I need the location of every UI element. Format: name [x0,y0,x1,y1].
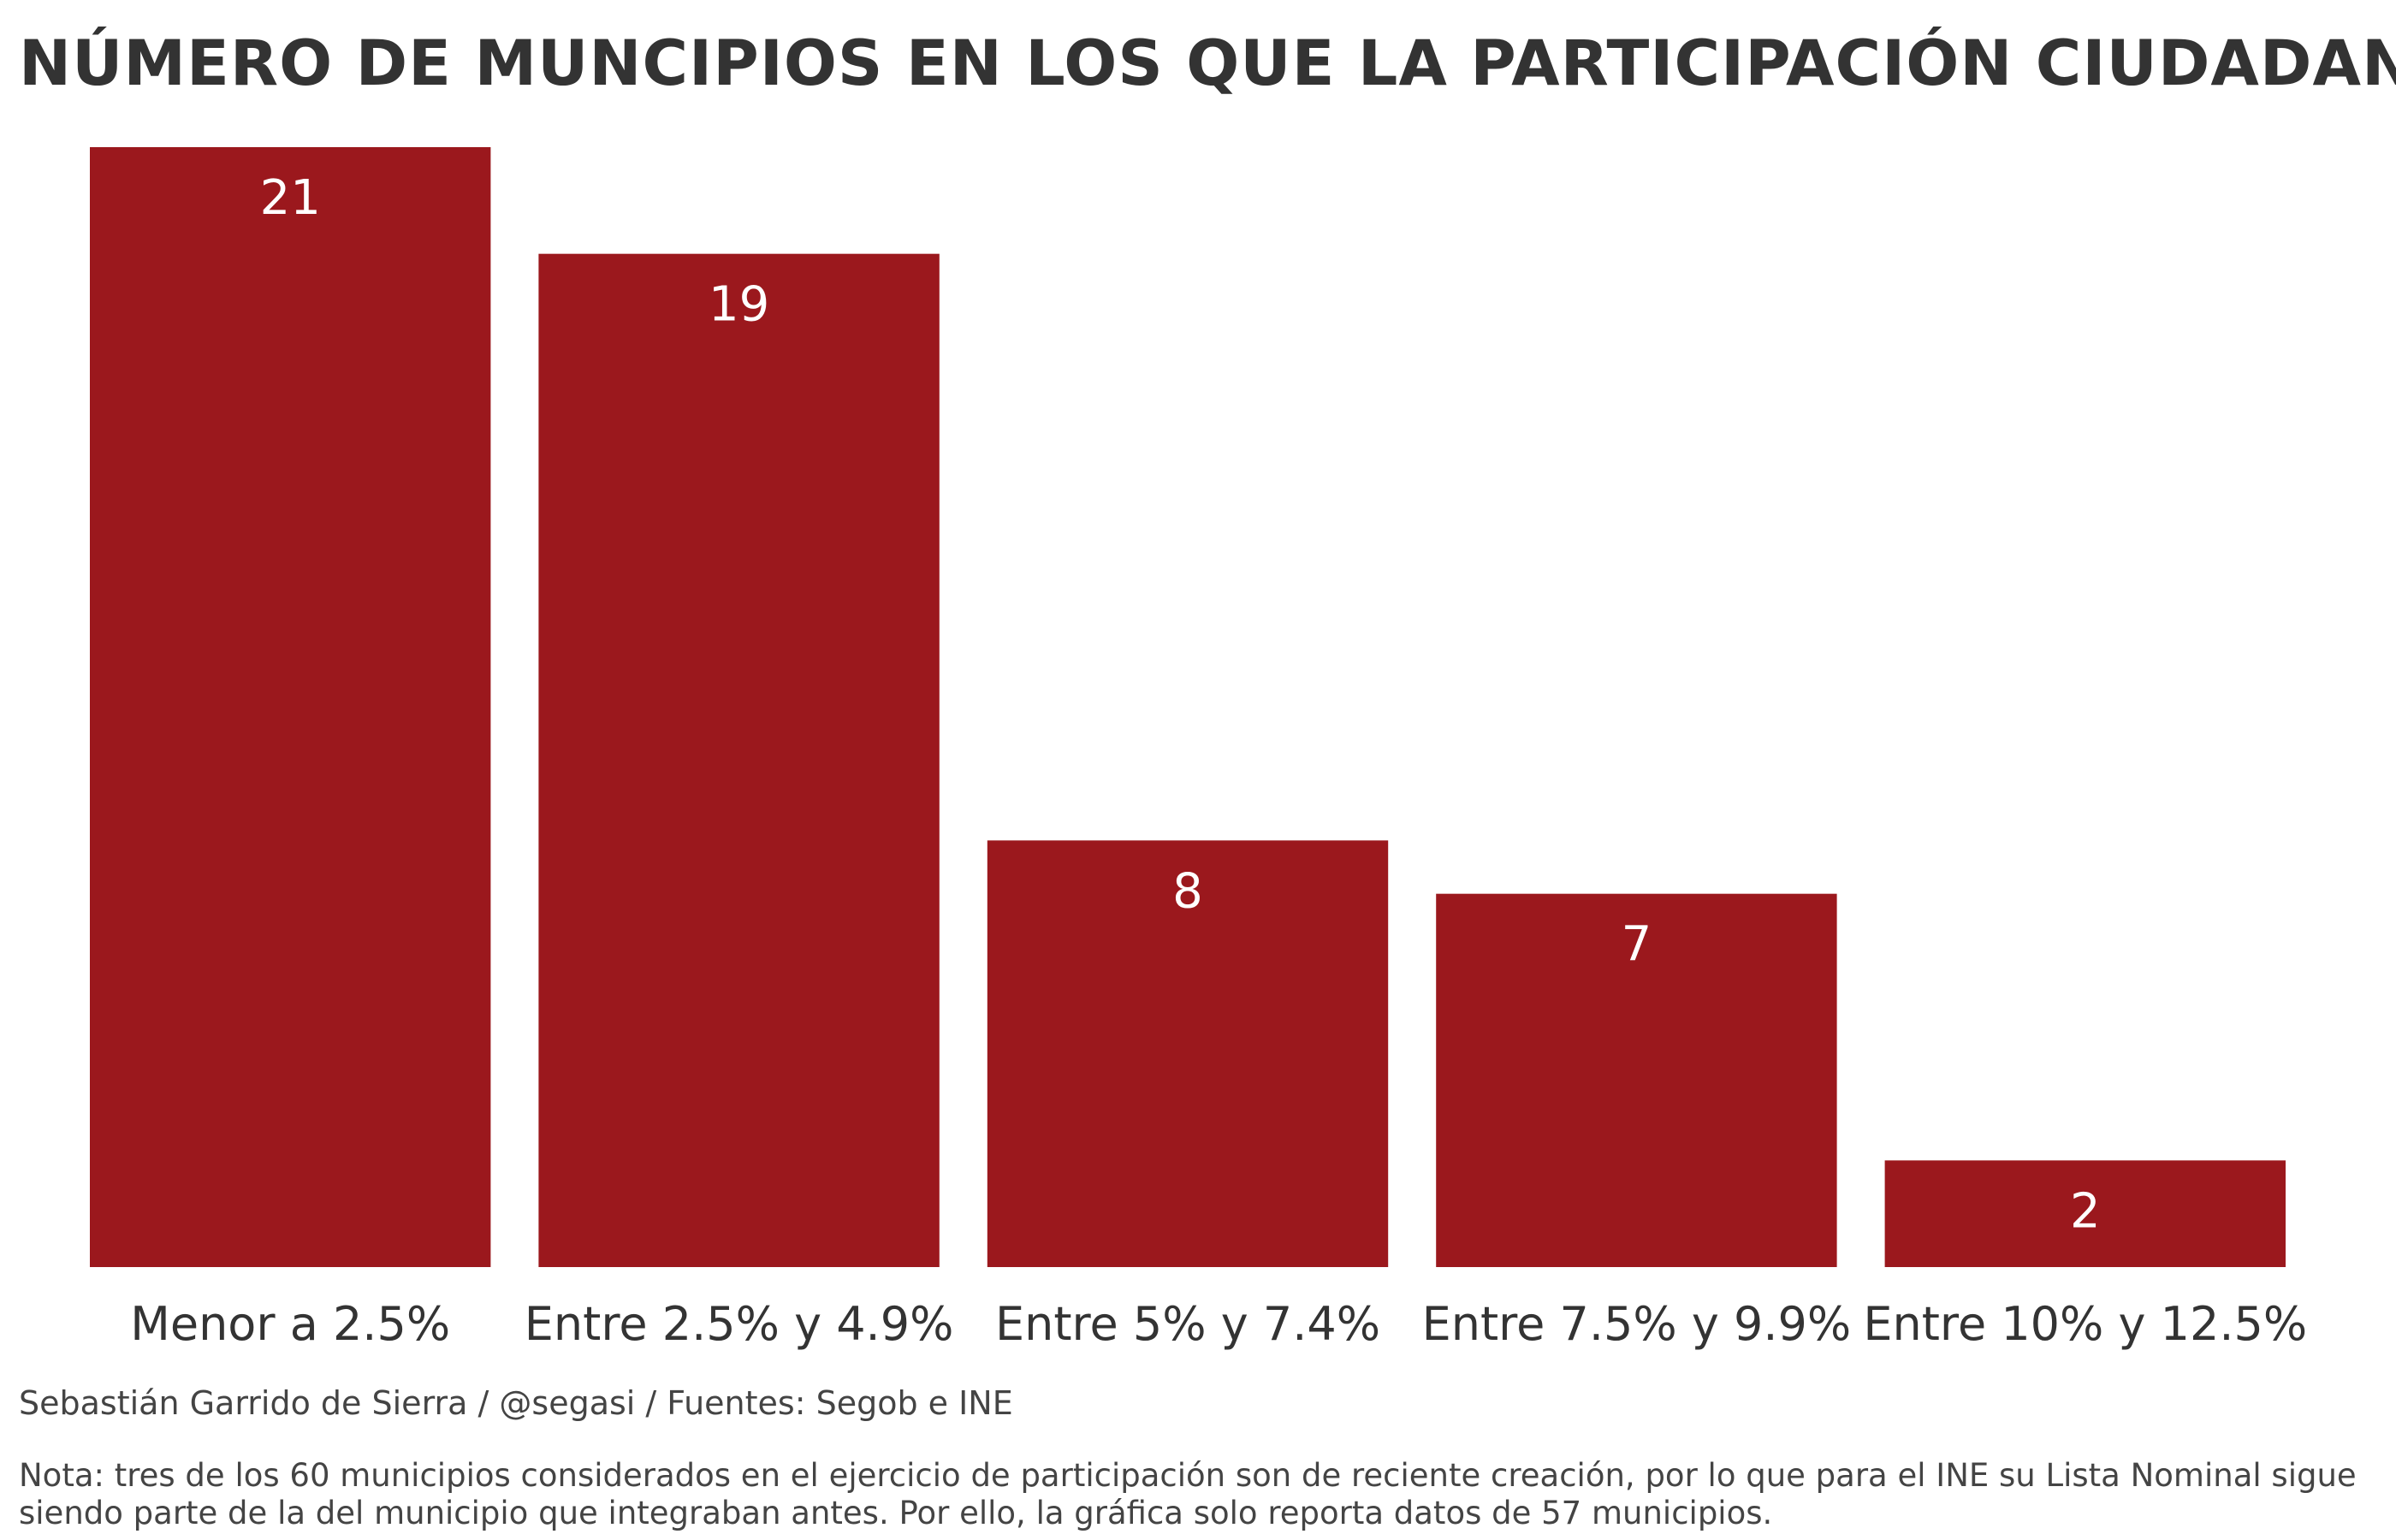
x-tick-label: Entre 5% y 7.4% [995,1297,1380,1351]
bar-value-label: 7 [1622,917,1652,973]
bar-value-label: 8 [1172,863,1203,919]
bar-1 [90,147,490,1267]
credit-text: Sebastián Garrido de Sierra / @segasi / … [19,1382,1013,1424]
bar-value-label: 21 [260,170,321,226]
x-tick-label: Menor a 2.5% [130,1297,450,1351]
bar-value-label: 2 [2070,1183,2101,1239]
x-tick-label: Entre 7.5% y 9.9% [1422,1297,1852,1351]
bar-value-label: 19 [709,277,769,333]
footnote-text: Nota: tres de los 60 municipios consider… [19,1457,2389,1532]
bar-2 [538,254,939,1267]
bars-group [90,147,2286,1267]
x-tick-label: Entre 2.5% y 4.9% [525,1297,954,1351]
x-tick-label: Entre 10% y 12.5% [1863,1297,2307,1351]
bar-chart: 21 19 8 7 2 Menor a 2.5% Entre 2.5% y 4.9% Ent… [0,0,2396,1369]
x-axis-tick-labels: Menor a 2.5% Entre 2.5% y 4.9% Entre 5% y … [130,1297,2307,1351]
